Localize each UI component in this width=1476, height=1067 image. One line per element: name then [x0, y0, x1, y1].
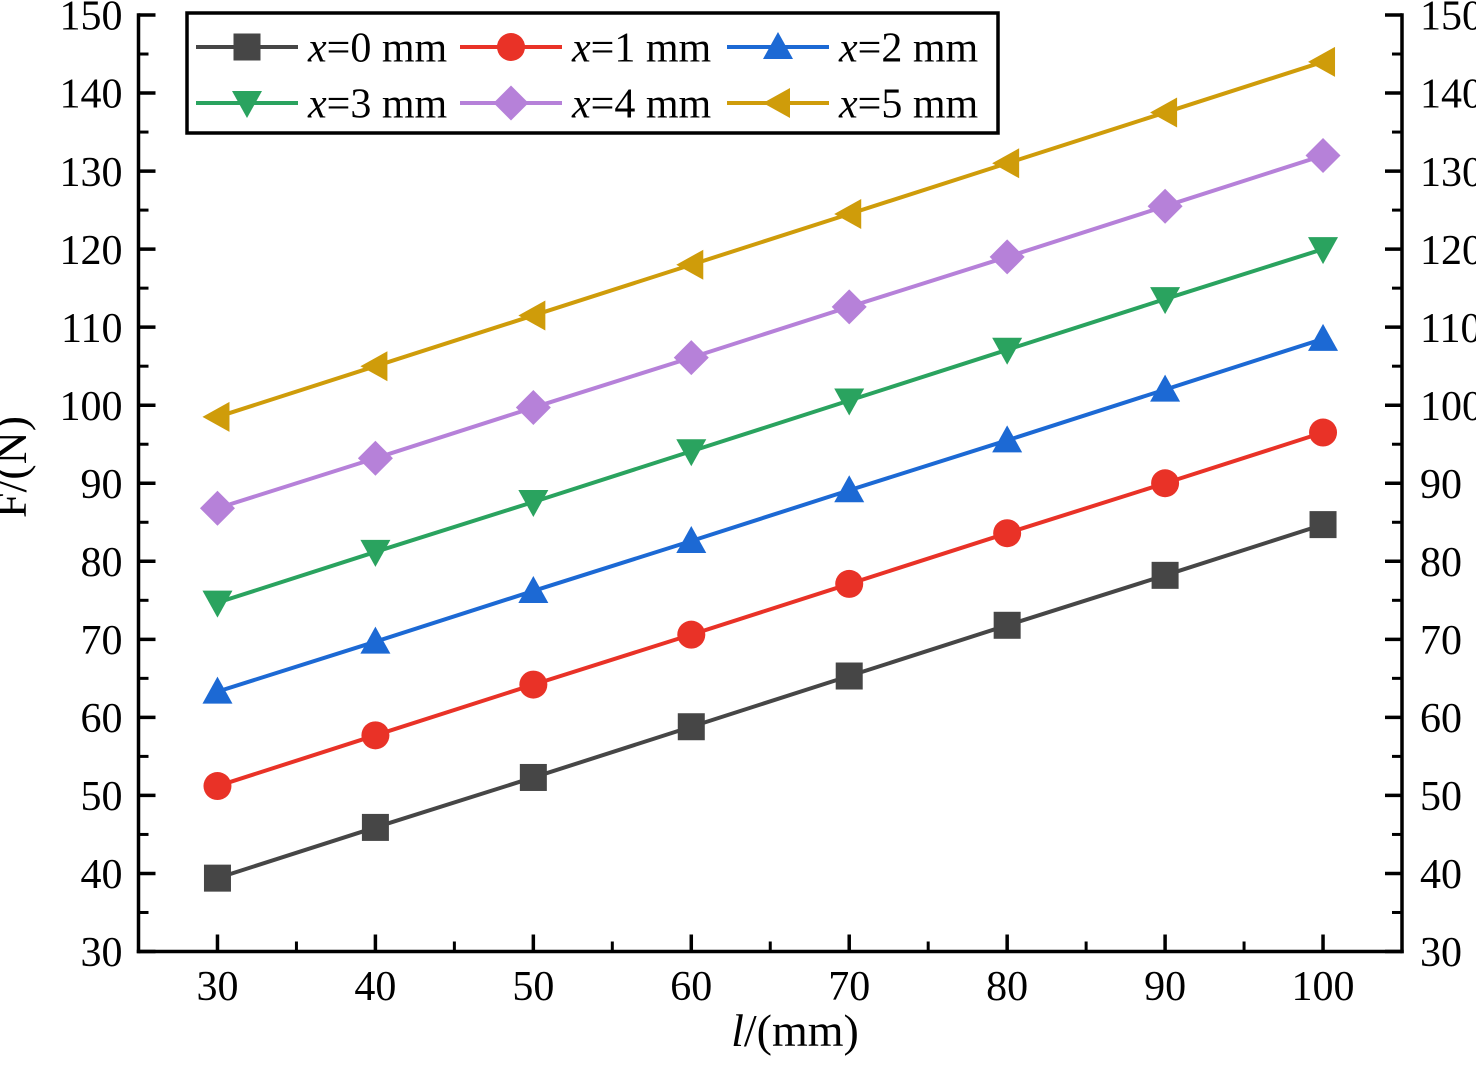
y-tick-label-right: 130 — [1420, 150, 1476, 196]
y-tick-label-left: 90 — [81, 462, 123, 508]
y-tick-label-left: 140 — [60, 72, 123, 118]
series-marker-4 — [516, 390, 551, 425]
y-tick-label-right: 70 — [1420, 618, 1462, 664]
y-tick-label-left: 120 — [60, 228, 123, 274]
series-marker-4 — [674, 340, 709, 375]
series-marker-5 — [834, 199, 861, 229]
series-marker-1 — [835, 570, 863, 598]
y-tick-label-left: 130 — [60, 150, 123, 196]
series-marker-0 — [520, 764, 547, 791]
legend-label: x=2 mm — [838, 26, 979, 72]
y-tick-label-right: 140 — [1420, 72, 1476, 118]
legend-marker — [234, 34, 261, 61]
series-marker-0 — [836, 663, 863, 690]
series-marker-4 — [200, 491, 235, 526]
y-tick-label-left: 50 — [81, 774, 123, 820]
y-tick-label-left: 100 — [60, 384, 123, 430]
series-marker-4 — [832, 289, 867, 324]
series-1 — [203, 419, 1337, 801]
series-marker-0 — [362, 814, 389, 841]
x-tick-label: 50 — [512, 964, 554, 1010]
y-tick-label-right: 150 — [1420, 0, 1476, 40]
series-marker-5 — [992, 148, 1019, 178]
series-marker-1 — [203, 772, 231, 800]
series-marker-0 — [994, 612, 1021, 639]
series-marker-4 — [1148, 189, 1183, 224]
series-marker-4 — [358, 441, 393, 476]
x-axis-title: l/(mm) — [731, 1005, 859, 1056]
x-tick-label: 40 — [354, 964, 396, 1010]
series-marker-1 — [361, 721, 389, 749]
ticks — [139, 15, 1403, 952]
legend-label: x=3 mm — [307, 82, 448, 128]
tick-labels: 30 40 50 60 70 80 90 100 30 30 40 40 50 50 60 60 70 70 80 8… — [60, 0, 1476, 1010]
series-marker-5 — [676, 250, 703, 280]
series-marker-5 — [202, 402, 229, 432]
series-marker-3 — [202, 591, 232, 618]
series-marker-4 — [990, 239, 1025, 274]
series-3 — [202, 237, 1338, 618]
series-marker-0 — [678, 713, 705, 740]
x-tick-label: 80 — [986, 964, 1028, 1010]
y-tick-label-right: 40 — [1420, 852, 1462, 898]
legend-marker — [497, 33, 525, 61]
legend-label: x=0 mm — [307, 26, 448, 72]
series-marker-5 — [1150, 98, 1177, 128]
series-0 — [204, 511, 1337, 892]
series-marker-1 — [1151, 469, 1179, 497]
y-tick-label-left: 110 — [61, 306, 122, 352]
y-tick-label-left: 150 — [60, 0, 123, 40]
series-marker-2 — [1308, 324, 1338, 351]
series-marker-0 — [204, 865, 231, 892]
series-marker-1 — [1309, 419, 1337, 447]
x-tick-label: 90 — [1144, 964, 1186, 1010]
y-tick-label-left: 80 — [81, 540, 123, 586]
x-tick-label: 60 — [670, 964, 712, 1010]
series-marker-1 — [993, 519, 1021, 547]
y-axis-title: F/(N) — [0, 416, 36, 518]
series-marker-1 — [677, 621, 705, 649]
x-tick-label: 30 — [196, 964, 238, 1010]
x-tick-label: 70 — [828, 964, 870, 1010]
legend-label: x=4 mm — [571, 82, 712, 128]
y-tick-label-right: 120 — [1420, 228, 1476, 274]
y-tick-label-left: 70 — [81, 618, 123, 664]
series-marker-5 — [518, 300, 545, 330]
y-tick-label-left: 30 — [81, 930, 123, 976]
legend: x=0 mm x=1 mm x=2 mm x=3 mm x=4 mm x=5 mm — [187, 13, 998, 133]
y-tick-label-right: 60 — [1420, 696, 1462, 742]
legend-label: x=1 mm — [571, 26, 712, 72]
y-tick-label-right: 100 — [1420, 384, 1476, 430]
legend-label: x=5 mm — [838, 82, 979, 128]
series-4 — [200, 138, 1341, 526]
y-tick-label-right: 110 — [1420, 306, 1476, 352]
series-marker-4 — [1306, 138, 1341, 173]
x-tick-label: 100 — [1292, 964, 1355, 1010]
axes — [139, 15, 1403, 952]
series-marker-5 — [360, 351, 387, 381]
y-tick-label-left: 40 — [81, 852, 123, 898]
series-marker-1 — [519, 671, 547, 699]
series-2 — [202, 324, 1338, 704]
y-tick-label-right: 90 — [1420, 462, 1462, 508]
y-tick-label-right: 30 — [1420, 930, 1462, 976]
y-tick-label-right: 80 — [1420, 540, 1462, 586]
series-marker-5 — [1308, 47, 1335, 77]
y-tick-label-left: 60 — [81, 696, 123, 742]
series-marker-0 — [1310, 511, 1337, 538]
series-marker-0 — [1152, 562, 1179, 589]
y-tick-label-right: 50 — [1420, 774, 1462, 820]
